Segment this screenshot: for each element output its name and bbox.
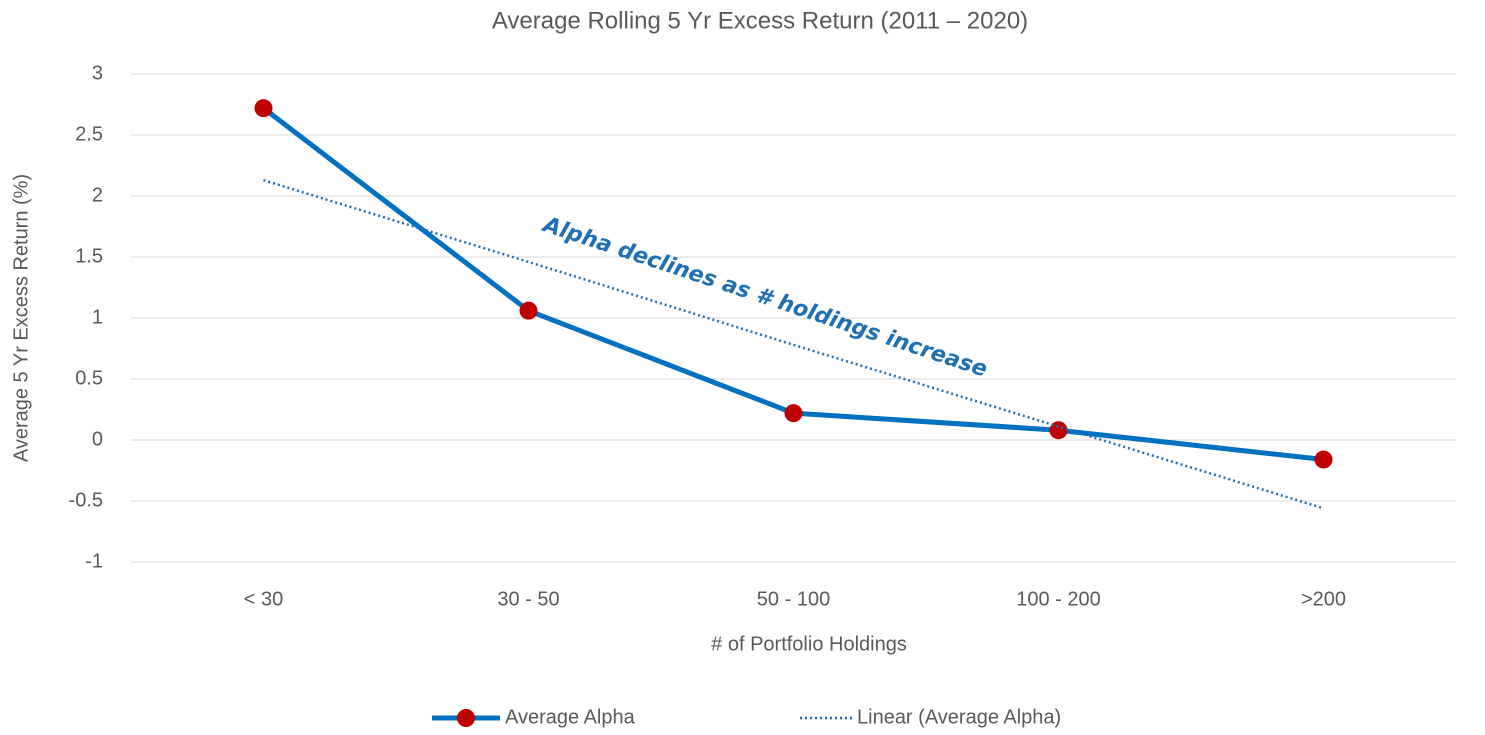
legend-label: Linear (Average Alpha) [857,706,1061,728]
y-tick-label: 2 [92,184,103,206]
marker [254,99,273,118]
trend-line [263,178,1324,510]
x-tick-label: 100 - 200 [1016,588,1101,610]
x-tick-label: < 30 [244,588,283,610]
y-axis-label: Average 5 Yr Excess Return (%) [10,174,32,462]
y-tick-label: -1 [85,550,103,572]
marker [519,301,538,320]
annotation: Alpha declines as # holdings increase [538,212,990,383]
x-tick-label: 30 - 50 [497,588,559,610]
y-tick-label: 1.5 [75,245,103,267]
y-tick-label: -0.5 [69,489,103,511]
marker [1314,450,1333,469]
x-tick-label: >200 [1301,588,1346,610]
y-tick-label: 2.5 [75,123,103,145]
x-tick-label: 50 - 100 [757,588,830,610]
legend-marker [457,709,475,727]
chart-title: Average Rolling 5 Yr Excess Return (2011… [492,7,1028,34]
y-tick-label: 0.5 [75,367,103,389]
legend-label: Average Alpha [505,706,636,728]
y-tick-label: 1 [92,306,103,328]
marker [784,404,803,423]
y-tick-label: 3 [92,62,103,84]
y-tick-label: 0 [92,428,103,450]
marker [1049,421,1068,440]
x-axis-label: # of Portfolio Holdings [711,633,907,655]
